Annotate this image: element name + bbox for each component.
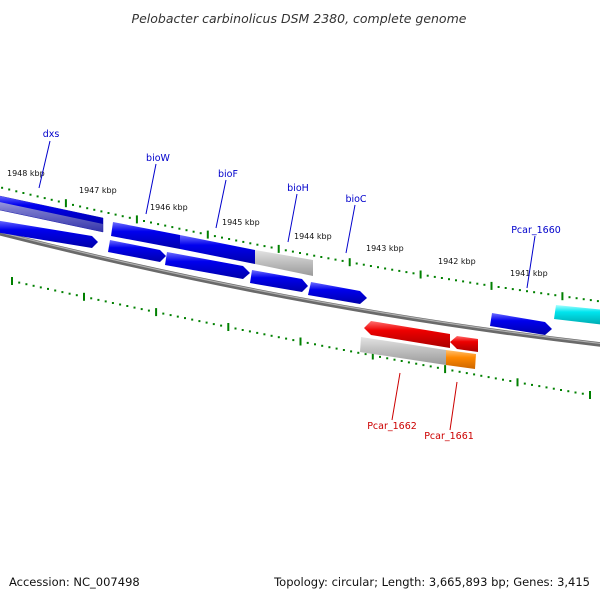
scale-ticks-outer bbox=[1, 186, 599, 303]
gene-bioF-arrow[interactable] bbox=[180, 235, 255, 264]
label-bioH[interactable]: bioH bbox=[287, 183, 309, 194]
footer-accession: Accession: NC_007498 bbox=[9, 575, 140, 589]
gene-inner-1[interactable] bbox=[0, 220, 98, 248]
scale-label-1946: 1946 kbp bbox=[150, 203, 188, 212]
gene-bioH-arrow[interactable] bbox=[255, 250, 313, 276]
gene-pcar1661-arrow[interactable] bbox=[450, 336, 478, 352]
label-bioW[interactable]: bioW bbox=[146, 153, 170, 164]
map-title: Pelobacter carbinolicus DSM 2380, comple… bbox=[132, 11, 467, 26]
scale-label-1945: 1945 kbp bbox=[222, 218, 260, 227]
forward-genes-outer bbox=[0, 195, 600, 335]
leader-dxs bbox=[38, 140, 51, 189]
leader-pcar1662 bbox=[391, 372, 401, 421]
genome-backbone bbox=[0, 230, 600, 347]
forward-genes-inner bbox=[0, 220, 367, 304]
leader-pcar1661 bbox=[449, 381, 458, 431]
scale-label-1943: 1943 kbp bbox=[366, 244, 404, 253]
leader-lines bbox=[38, 140, 536, 431]
label-dxs[interactable]: dxs bbox=[43, 129, 60, 140]
gene-inner-5[interactable] bbox=[308, 282, 367, 304]
gene-pcar1662-arrow[interactable] bbox=[364, 321, 450, 348]
leader-bioF bbox=[215, 179, 227, 229]
label-bioF[interactable]: bioF bbox=[218, 169, 238, 180]
footer-summary: Topology: circular; Length: 3,665,893 bp… bbox=[273, 575, 590, 589]
gene-dxs-top bbox=[0, 196, 103, 224]
label-bioC[interactable]: bioC bbox=[345, 194, 366, 205]
scale-label-1944: 1944 kbp bbox=[294, 232, 332, 241]
gene-reverse-grey[interactable] bbox=[360, 337, 446, 365]
label-pcar1661[interactable]: Pcar_1661 bbox=[424, 431, 474, 442]
gene-inner-3[interactable] bbox=[165, 252, 250, 279]
genome-backbone-highlight bbox=[0, 231, 600, 345]
leader-bioC bbox=[345, 204, 356, 254]
scale-ticks-inner bbox=[11, 277, 591, 399]
gene-pcar1660-arrow[interactable] bbox=[490, 313, 552, 335]
scale-label-1948: 1948 kbp bbox=[7, 169, 45, 178]
gene-cyan-arrow[interactable] bbox=[554, 305, 600, 325]
gene-bioW-arrow[interactable] bbox=[111, 222, 180, 249]
label-pcar1660[interactable]: Pcar_1660 bbox=[511, 225, 561, 236]
gene-inner-4[interactable] bbox=[250, 270, 308, 292]
scale-label-1942: 1942 kbp bbox=[438, 257, 476, 266]
leader-bioW bbox=[145, 163, 157, 215]
reverse-genes bbox=[360, 321, 478, 369]
leader-bioH bbox=[287, 193, 298, 243]
gene-inner-2[interactable] bbox=[108, 240, 166, 262]
label-pcar1662[interactable]: Pcar_1662 bbox=[367, 421, 417, 432]
scale-label-1947: 1947 kbp bbox=[79, 186, 117, 195]
leader-pcar1660 bbox=[526, 235, 536, 289]
gene-reverse-orange[interactable] bbox=[446, 350, 476, 369]
gene-labels: dxs bioW bioF bioH bioC Pcar_1660 Pcar_1… bbox=[43, 129, 561, 442]
